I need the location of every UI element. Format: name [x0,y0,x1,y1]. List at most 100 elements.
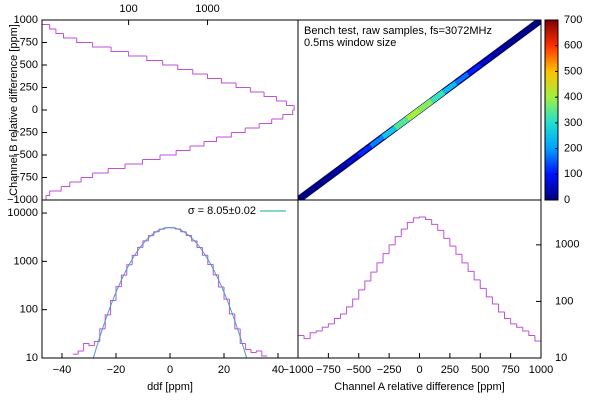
y-tick-label: 10000 [7,207,38,219]
histogram-bin [228,299,235,315]
histogram-bin [142,155,161,160]
colorbar-tick-label: 200 [564,142,582,154]
histogram-bin [231,128,246,133]
histogram-bin [292,105,295,111]
x-tick-label: 1000 [529,364,553,376]
histogram-bin [190,141,205,147]
x-tick-label: −20 [107,364,126,376]
histogram-bin [120,274,127,287]
x-tick-label: 40 [272,364,284,376]
axes-frame [41,199,299,359]
histogram-bin [108,164,126,169]
density-cell [515,27,530,40]
histogram-bin [282,110,294,115]
y-tick-label: −500 [13,149,38,161]
plot-area [298,20,541,200]
histogram-bin [346,306,353,314]
fit-curve [92,227,248,358]
x-tick-label: −1000 [283,364,314,376]
histogram-bin [522,327,529,332]
x-tick-label: 250 [441,364,459,376]
histogram-bin [485,288,493,298]
colorbar [544,19,559,201]
histogram-bin [382,253,390,263]
histogram-bin [406,221,414,230]
y-tick-label: −750 [13,171,38,183]
histogram-bin [263,92,277,97]
histogram-bin [203,137,218,142]
plot-area [72,227,268,358]
histogram-bin [333,317,341,324]
histogram-bin [412,217,420,223]
density-cell [442,80,458,95]
histogram-bin [176,146,191,151]
density-cell [381,125,397,140]
histogram-bin [63,33,77,39]
histogram-bin [61,182,71,187]
histogram-bin [479,279,487,289]
y-tick-label: 10 [555,352,567,364]
annotation: Bench test, raw samples, fs=3072MHz [304,25,492,37]
y-tick-label: −250 [13,126,38,138]
x-axis-label: Channel A relative difference [ppm] [334,381,504,393]
histogram-bin [376,262,384,273]
histogram-bin [124,159,143,165]
annotation: 0.5ms window size [304,37,396,49]
histogram-bin [261,350,268,357]
histogram-bin [92,42,112,48]
histogram-bin [83,342,89,351]
histogram-bin [49,24,56,30]
histogram-bin [449,238,456,247]
histogram-bin [77,350,84,355]
density-cell [405,107,422,122]
density-cell [357,144,373,157]
axes-frame [297,199,542,359]
histogram-bin [142,240,149,248]
histogram-bin [303,335,311,340]
x-tick-label: −750 [316,364,341,376]
density-cell [393,116,410,131]
y-tick-label: 250 [20,81,38,93]
histogram-bin [245,123,260,129]
histogram-bin [177,65,193,70]
histogram-bin [76,38,93,43]
histogram-bin [315,330,323,333]
histogram-bin [55,29,64,34]
histogram-bin [364,280,371,290]
density-cell [309,180,324,193]
histogram-bin [92,168,109,174]
histogram-bin [207,255,214,266]
x-tick-label: 0 [416,364,422,376]
histogram-bin [437,224,444,231]
y-axis-label: Channel B relative difference [ppm] [8,24,20,196]
x-tick-label: 500 [471,364,489,376]
histogram-bin [110,47,129,52]
histogram-bin [358,289,365,300]
histogram-bin [128,51,147,57]
histogram-bin [207,74,222,79]
histogram-bin [491,296,499,305]
plot-area [298,216,541,342]
histogram-bin [249,87,265,93]
x-tick-label: −40 [53,364,72,376]
x-axis-label: ddf [ppm] [147,381,193,393]
y-tick-label: 1000 [14,255,38,267]
histogram-bin [115,286,122,301]
y-tick-label: 100 [555,295,573,307]
histogram-bin [394,236,402,245]
histogram-bin [234,313,241,330]
density-cell [345,153,360,166]
histogram-bin [239,328,246,344]
histogram-bin [42,20,50,25]
histogram-bin [160,150,177,156]
histogram-bin [431,219,438,225]
colorbar-tick-label: 100 [564,168,582,180]
histogram-bin [46,191,51,196]
histogram-bin [276,96,287,102]
colorbar-tick-label: 500 [564,65,582,77]
histogram-bin [153,231,160,236]
density-cell [429,89,446,104]
histogram-bin [510,318,517,325]
y-tick-label: 750 [20,36,38,48]
histogram-bin [192,69,208,75]
